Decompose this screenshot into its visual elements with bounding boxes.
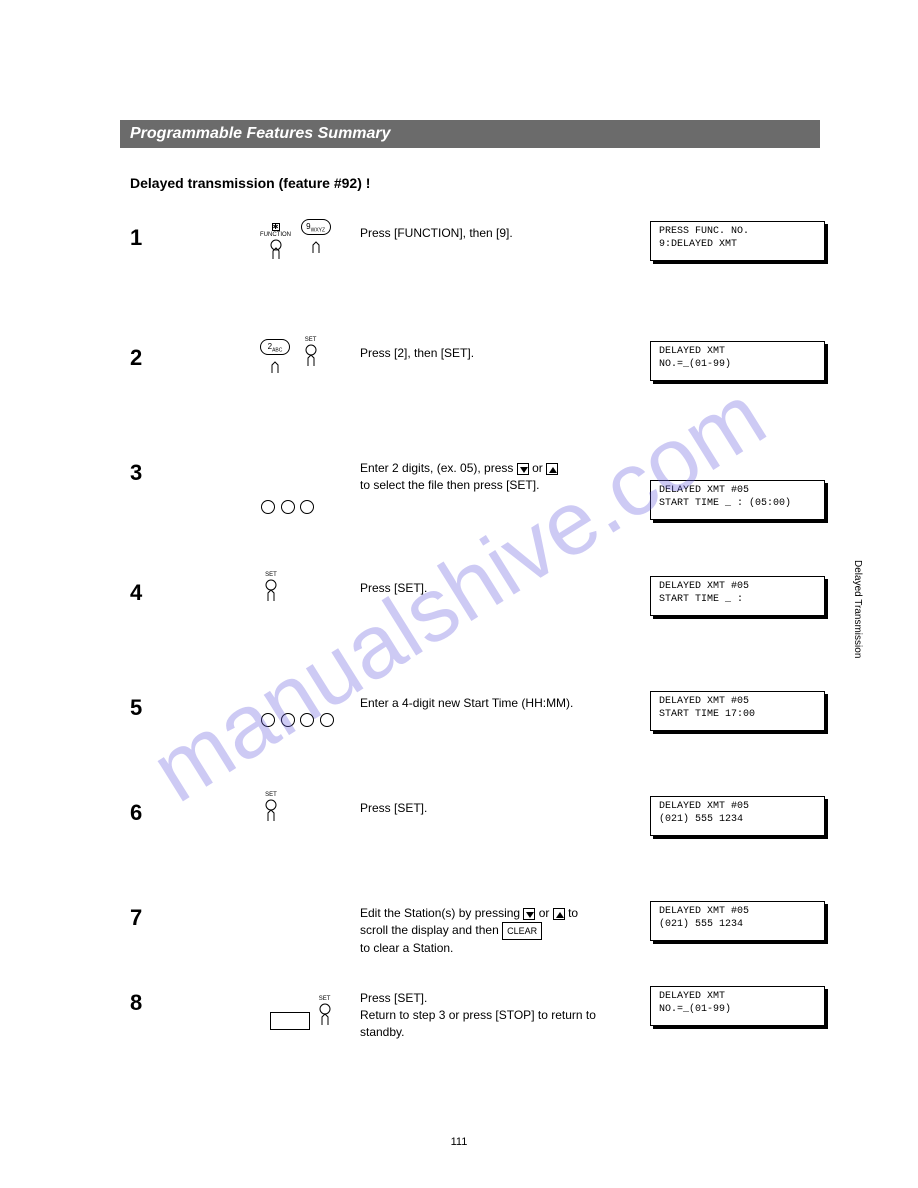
set-key-icon: SET	[300, 337, 322, 371]
lcd-8: DELAYED XMT NO.=_(01-99)	[650, 986, 825, 1026]
step-1-icons: ✱ FUNCTION 9WXYZ	[260, 217, 337, 266]
step-8-text: Press [SET]. Return to step 3 or press […	[360, 990, 630, 1040]
step-3-text: Enter 2 digits, (ex. 05), press or to se…	[360, 460, 630, 494]
step-7-text: Edit the Station(s) by pressing or to sc…	[360, 905, 630, 957]
section-tab: Delayed Transmission	[852, 560, 863, 658]
lcd-7: DELAYED XMT #05 (021) 555 1234	[650, 901, 825, 941]
step-5-icons	[260, 713, 335, 730]
lcd-2: DELAYED XMT NO.=_(01-99)	[650, 341, 825, 381]
digit-key-icon	[261, 713, 275, 727]
digit-key-icon	[300, 500, 314, 514]
digit-key-icon	[281, 713, 295, 727]
step-number: 6	[130, 800, 142, 826]
up-arrow-icon	[546, 463, 558, 475]
step-4-icons: SET	[260, 572, 288, 606]
step-3-icons	[260, 500, 315, 517]
step-number: 4	[130, 580, 142, 606]
step-8-icons: SET	[270, 996, 342, 1030]
down-arrow-icon	[523, 908, 535, 920]
step-number: 2	[130, 345, 142, 371]
step-number: 3	[130, 460, 142, 486]
step-2-text: Press [2], then [SET].	[360, 345, 630, 362]
step-number: 1	[130, 225, 142, 251]
key-2-icon: 2ABC	[260, 337, 290, 378]
digit-key-icon	[300, 713, 314, 727]
set-key-icon: SET	[260, 792, 282, 826]
set-key-icon: SET	[314, 996, 336, 1030]
lcd-1: PRESS FUNC. NO. 9:DELAYED XMT	[650, 221, 825, 261]
manual-page: manualshive.com Programmable Features Su…	[0, 0, 918, 1188]
key-9-icon: 9WXYZ	[301, 217, 331, 258]
step-6-icons: SET	[260, 792, 288, 826]
lcd-3: DELAYED XMT #05 START TIME _ : (05:00)	[650, 480, 825, 520]
digit-key-icon	[261, 500, 275, 514]
lcd-6: DELAYED XMT #05 (021) 555 1234	[650, 796, 825, 836]
step-6-text: Press [SET].	[360, 800, 630, 817]
step-number: 7	[130, 905, 142, 931]
clear-key-icon	[270, 1012, 310, 1030]
lcd-5: DELAYED XMT #05 START TIME 17:00	[650, 691, 825, 731]
step-number: 5	[130, 695, 142, 721]
digit-key-icon	[281, 500, 295, 514]
down-arrow-icon	[517, 463, 529, 475]
set-key-icon: SET	[260, 572, 282, 606]
digit-key-icon	[320, 713, 334, 727]
title-bar: Programmable Features Summary	[120, 120, 820, 148]
page-number: 111	[451, 1136, 468, 1148]
step-number: 8	[130, 990, 142, 1016]
clear-key-icon: CLEAR	[502, 922, 542, 940]
subtitle: Delayed transmission (feature #92) !	[130, 175, 370, 191]
lcd-4: DELAYED XMT #05 START TIME _ :	[650, 576, 825, 616]
up-arrow-icon	[553, 908, 565, 920]
step-4-text: Press [SET].	[360, 580, 630, 597]
function-key-icon: ✱ FUNCTION	[260, 217, 291, 266]
step-1-text: Press [FUNCTION], then [9].	[360, 225, 630, 242]
step-2-icons: 2ABC SET	[260, 337, 328, 378]
step-5-text: Enter a 4-digit new Start Time (HH:MM).	[360, 695, 630, 712]
